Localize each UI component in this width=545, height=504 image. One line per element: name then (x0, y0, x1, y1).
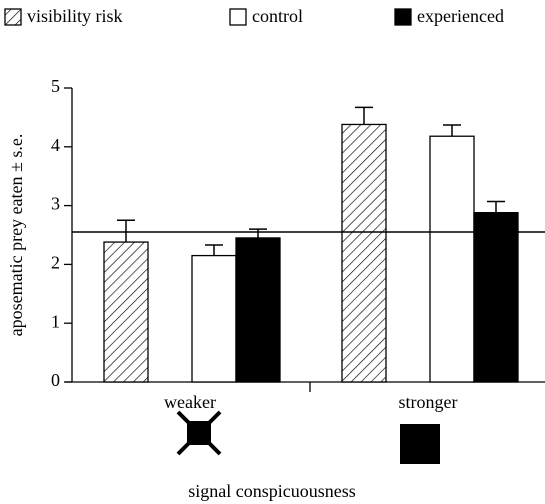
legend-label: visibility risk (27, 6, 123, 26)
y-tick-label: 3 (51, 194, 60, 214)
x-axis-label: signal conspicuousness (188, 481, 355, 501)
x-tick-label: weaker (164, 392, 216, 412)
y-tick-label: 2 (51, 253, 60, 273)
bar (191, 254, 237, 383)
bar (235, 237, 281, 383)
legend-swatch (394, 8, 412, 26)
y-tick-label: 1 (51, 311, 60, 331)
y-tick-label: 4 (51, 135, 60, 155)
y-axis-label: aposematic prey eaten ± s.e. (6, 134, 26, 337)
weaker-icon (176, 410, 222, 456)
legend-swatch (4, 8, 22, 26)
bar (429, 135, 475, 383)
x-tick-label: stronger (399, 392, 458, 412)
stronger-icon (400, 424, 440, 464)
bar (341, 123, 387, 383)
legend-label: control (252, 6, 303, 26)
bar (473, 212, 519, 383)
y-tick-label: 5 (51, 76, 60, 96)
legend-label: experienced (417, 6, 504, 26)
bar (103, 241, 149, 383)
y-tick-label: 0 (51, 370, 60, 390)
legend-swatch (229, 8, 247, 26)
